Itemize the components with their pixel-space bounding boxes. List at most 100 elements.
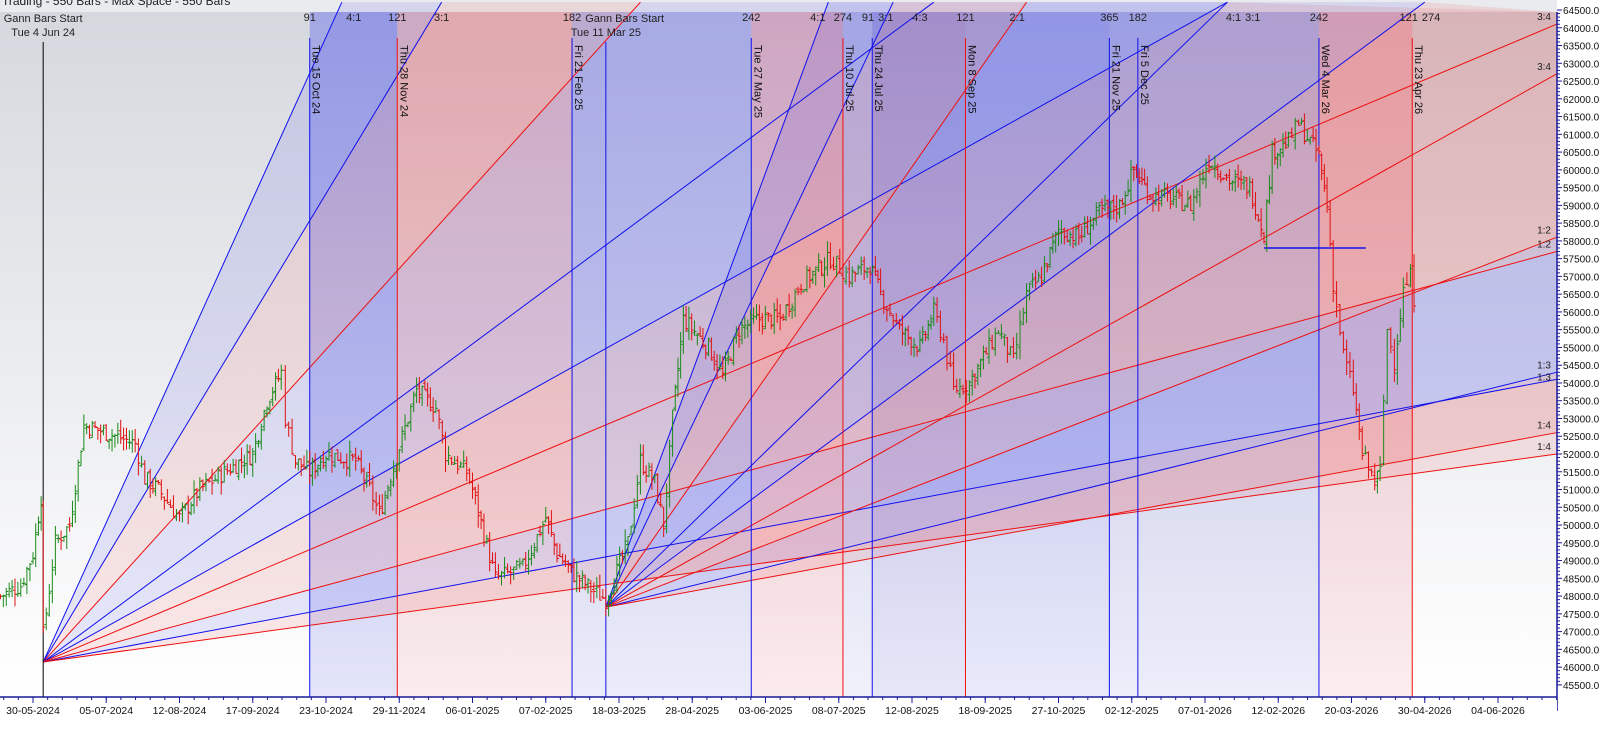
price-bar [283, 365, 288, 429]
price-bar [107, 438, 112, 450]
price-bar [189, 501, 194, 516]
price-bar [1168, 189, 1173, 210]
price-bar [731, 336, 736, 366]
chart-header: Trading - 550 Bars - Max Space - 550 Bar… [2, 0, 231, 8]
cycle-count-label: 182 [1129, 12, 1147, 24]
price-bar [766, 312, 771, 322]
cycle-count-label: 3:1 [878, 12, 893, 24]
price-bar [793, 288, 798, 317]
price-bar [555, 542, 560, 563]
gann-fan-line [43, 453, 1557, 663]
price-bar [840, 263, 845, 280]
price-bar [95, 427, 100, 440]
price-bar [267, 400, 272, 415]
price-bar [452, 456, 457, 465]
price-bar [1011, 337, 1016, 359]
price-bar [606, 595, 611, 617]
price-bar [222, 460, 227, 483]
cycle-count-label: 4:1 [1226, 12, 1241, 24]
price-bar [948, 351, 953, 368]
price-bar [941, 333, 946, 344]
price-tick-label: 53000.0 [1563, 414, 1600, 425]
price-bar [115, 422, 120, 444]
price-bar [856, 264, 861, 275]
price-bar [315, 464, 320, 477]
gann-fan-line [42, 1, 1228, 663]
price-bar [433, 399, 438, 413]
price-tick-label: 63500.0 [1563, 42, 1600, 53]
price-bar [293, 454, 298, 469]
price-bar [437, 409, 442, 430]
price-bar [1388, 327, 1393, 354]
price-bar [658, 492, 663, 508]
price-bar [597, 574, 602, 601]
price-bar [186, 495, 191, 525]
price-bar [359, 450, 364, 474]
price-bar [487, 532, 492, 572]
price-bar [467, 468, 472, 485]
fan-ratio-label: 1:4 [1537, 442, 1551, 453]
price-bar [304, 449, 309, 470]
price-bar [603, 588, 608, 617]
price-bar [878, 268, 883, 296]
price-bar [350, 453, 355, 461]
price-bar [987, 328, 992, 364]
price-bar [629, 525, 634, 536]
cycle-band [309, 12, 398, 697]
price-bar [577, 574, 582, 593]
price-tick-label: 51500.0 [1563, 468, 1600, 479]
price-bar [24, 566, 29, 595]
price-bar [1250, 178, 1255, 209]
price-tick-label: 56000.0 [1563, 308, 1600, 319]
price-bar [1194, 187, 1199, 204]
price-bar [881, 289, 886, 315]
price-bar [1185, 190, 1190, 209]
price-bar [1360, 426, 1365, 460]
date-tick-label: 04-06-2026 [1471, 705, 1525, 717]
price-bar [1191, 189, 1196, 221]
price-bar [362, 467, 367, 492]
date-tick-label: 03-06-2025 [739, 705, 793, 717]
price-bar [728, 357, 733, 361]
price-tick-label: 46000.0 [1563, 663, 1600, 674]
price-bar [673, 384, 678, 412]
price-bar [428, 387, 433, 412]
price-bar [1033, 269, 1038, 290]
price-bar [353, 447, 358, 471]
date-tick-label: 30-04-2026 [1398, 705, 1452, 717]
price-bar [906, 325, 911, 346]
price-bar [635, 474, 640, 509]
cycle-count-label: 121 [1399, 12, 1417, 24]
price-bar [546, 516, 551, 535]
price-bar [1328, 200, 1333, 247]
date-tick-label: 08-07-2025 [812, 705, 866, 717]
price-bar [250, 447, 255, 478]
price-bar [4, 587, 9, 606]
price-bar [1289, 127, 1294, 139]
time-cycle-date-label: Thu 10 Jul 25 [843, 45, 855, 112]
price-bar [33, 523, 38, 567]
time-cycle-date-label: Tue 15 Oct 24 [310, 45, 322, 114]
price-bar [98, 424, 103, 444]
price-bar [321, 450, 326, 469]
price-bar [1145, 176, 1150, 205]
date-tick-label: 20-03-2026 [1325, 705, 1379, 717]
price-bar [1204, 158, 1209, 189]
price-bar [479, 510, 484, 530]
price-bar [259, 423, 264, 450]
price-bar [18, 578, 23, 597]
price-bar [1296, 119, 1301, 126]
price-tick-label: 46500.0 [1563, 645, 1600, 656]
price-bar [580, 570, 585, 589]
price-bar [754, 304, 759, 320]
price-bar [807, 266, 812, 289]
price-bar [1094, 202, 1099, 226]
price-bar [614, 556, 619, 593]
price-bar [233, 459, 238, 475]
price-bar [50, 559, 55, 604]
price-tick-label: 58500.0 [1563, 219, 1600, 230]
price-bar [1218, 170, 1223, 183]
price-bar [67, 517, 72, 532]
price-bar [1366, 451, 1371, 479]
